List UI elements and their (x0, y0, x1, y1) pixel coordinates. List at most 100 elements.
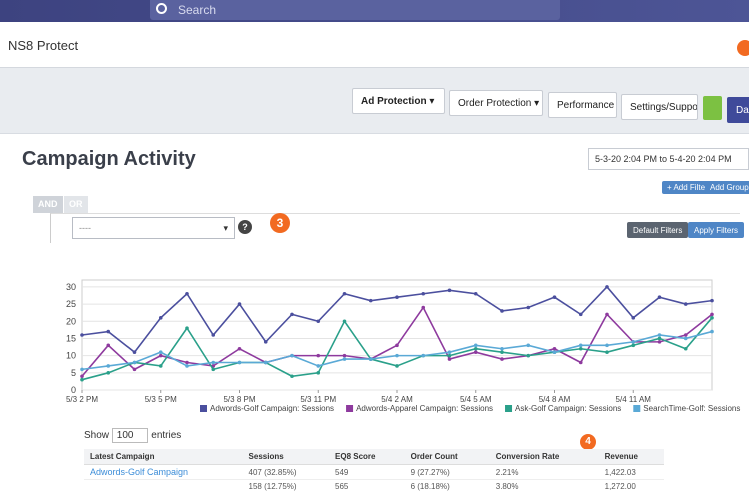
order-protection-button[interactable]: Order Protection ▾ (449, 90, 543, 116)
x-tick-label: 5/4 8 AM (539, 395, 571, 404)
legend-label: Adwords-Golf Campaign: Sessions (210, 404, 334, 413)
data-point (263, 340, 268, 344)
data-point (237, 360, 242, 365)
data-point (395, 295, 399, 299)
y-tick-label: 20 (66, 316, 76, 326)
apply-filters-button[interactable]: Apply Filters (688, 222, 745, 238)
dashboard-button[interactable]: Da (727, 97, 749, 123)
performance-button[interactable]: Performance ▾ (548, 92, 617, 118)
data-point (683, 302, 688, 306)
button-label: Ad Protection (361, 96, 427, 107)
and-toggle[interactable]: AND (33, 196, 63, 213)
page-size-select[interactable]: 100 (111, 428, 149, 443)
y-tick-label: 5 (71, 368, 76, 378)
default-filters-button[interactable]: Default Filters (627, 222, 689, 238)
data-point (290, 353, 294, 358)
data-point (316, 319, 321, 324)
add-filter-button[interactable]: + Add Filter (662, 181, 713, 194)
data-point (106, 364, 111, 368)
table-wrap: Latest Campaign Sessions EQ8 Score Order Co… (84, 449, 664, 493)
legend-swatch (633, 405, 641, 412)
column-header: EQ8 Score (329, 449, 405, 465)
page-size-control: Show 100 entries (84, 428, 181, 443)
data-point (316, 353, 321, 358)
y-tick-label: 15 (66, 333, 76, 343)
data-point (132, 367, 137, 372)
campaign-link: Adwords-Golf Campaign (84, 464, 243, 480)
data-point (368, 298, 373, 303)
x-tick-label: 5/3 11 PM (300, 395, 336, 404)
x-tick-label: 5/3 8 PM (223, 395, 255, 404)
y-tick-label: 0 (71, 385, 76, 395)
button-label: Settings/Support (630, 102, 698, 113)
data-point (447, 357, 452, 361)
table-cell: 2.21% (489, 464, 599, 480)
data-point (710, 298, 714, 303)
data-point (683, 346, 688, 351)
data-point (342, 357, 347, 361)
legend-label: Ask-Golf Campaign: Sessions (515, 404, 621, 413)
data-point (473, 291, 478, 296)
callout: 3 (270, 213, 290, 233)
table-cell: 3.80% (489, 479, 599, 493)
data-point (526, 305, 531, 310)
data-point (368, 357, 373, 361)
data-point (342, 319, 347, 324)
data-point (395, 343, 399, 348)
data-point (80, 377, 84, 382)
table-cell: 1,422.03 (598, 464, 664, 480)
data-point (158, 316, 163, 320)
y-tick-label: 10 (66, 351, 76, 361)
data-point (500, 350, 504, 354)
data-point (132, 350, 137, 354)
data-point (185, 291, 189, 296)
data-point (605, 343, 609, 348)
app-title: NS8 Protect (8, 38, 79, 53)
settings-button[interactable]: Settings/Support ▾ (621, 94, 698, 120)
callout: 4 (580, 434, 596, 450)
help-icon[interactable]: ? (238, 220, 252, 234)
button-label: Order Protection (458, 98, 532, 109)
data-point (290, 312, 294, 317)
column-header: Latest Campaign (84, 449, 243, 465)
data-point (657, 333, 662, 337)
data-point (80, 333, 84, 337)
data-point (710, 329, 714, 334)
filter-select[interactable]: ---- ▾ (72, 217, 235, 239)
data-point (500, 357, 504, 361)
add-group-button[interactable]: Add Group (705, 181, 749, 194)
search-box[interactable]: Search (150, 0, 560, 20)
data-point (158, 350, 163, 354)
data-point (473, 350, 478, 354)
green-button[interactable] (703, 96, 722, 120)
data-point (657, 295, 662, 299)
data-point (710, 316, 714, 320)
legend-label: Adwords-Apparel Campaign: Sessions (356, 404, 493, 413)
x-tick-label: 5/4 5 AM (460, 395, 492, 404)
x-tick-label: 5/4 2 AM (381, 395, 413, 404)
data-point (578, 346, 583, 351)
or-toggle[interactable]: OR (64, 196, 88, 213)
data-point (631, 316, 636, 320)
data-point (631, 340, 636, 344)
data-point (211, 333, 216, 337)
legend-label: SearchTime-Golf: Sessions (643, 404, 740, 413)
data-point (316, 371, 321, 375)
data-point (447, 350, 452, 354)
legend-swatch (200, 405, 207, 412)
table-row: Adwords-Golf Campaign 407 (32.85%) 549 9 (2… (84, 464, 664, 480)
app-header (0, 22, 749, 68)
data-point (683, 333, 688, 337)
data-point (421, 353, 426, 358)
data-point (106, 329, 111, 334)
x-tick-label: 5/3 2 PM (66, 395, 98, 404)
ad-protection-button[interactable]: Ad Protection ▾ (352, 88, 445, 114)
data-point (211, 360, 216, 365)
data-point (552, 350, 557, 354)
data-point (657, 340, 662, 344)
user-avatar[interactable] (737, 40, 749, 56)
search-icon (156, 3, 167, 14)
data-point (237, 346, 242, 351)
